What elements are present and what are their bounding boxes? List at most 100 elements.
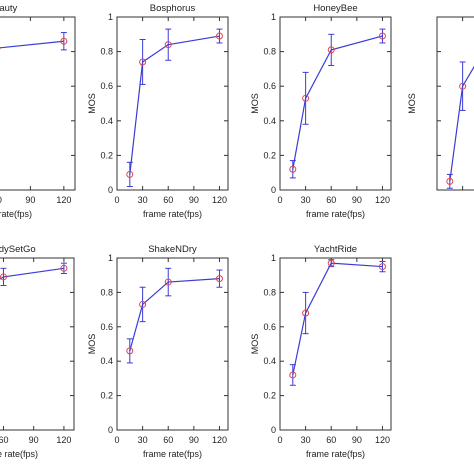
data-point bbox=[459, 82, 467, 90]
y-tick-label: 0.4 bbox=[263, 116, 276, 126]
y-tick-label: 0.6 bbox=[100, 322, 113, 332]
x-tick-label: 120 bbox=[212, 435, 227, 445]
y-tick-label: 0.2 bbox=[100, 391, 113, 401]
x-tick-label: 30 bbox=[138, 195, 148, 205]
axes-frame bbox=[436, 16, 474, 191]
series-line bbox=[292, 35, 383, 170]
x-tick-label: 60 bbox=[0, 195, 2, 205]
x-tick-label: 60 bbox=[0, 435, 8, 445]
y-tick-label: 0 bbox=[271, 185, 276, 195]
x-tick-label: 90 bbox=[352, 435, 362, 445]
x-tick-label: 30 bbox=[138, 435, 148, 445]
y-tick-label: 0.4 bbox=[100, 116, 113, 126]
data-point bbox=[378, 263, 386, 271]
data-point bbox=[302, 94, 310, 102]
series-line bbox=[292, 262, 383, 376]
data-point bbox=[215, 32, 223, 40]
x-axis-label: frame rate(fps) bbox=[0, 449, 38, 459]
panel-title: Beauty bbox=[0, 3, 18, 14]
x-tick-label: 120 bbox=[212, 195, 227, 205]
x-tick-label: 90 bbox=[29, 435, 39, 445]
axes-frame bbox=[0, 16, 76, 191]
series-line bbox=[129, 35, 220, 175]
x-tick-label: 60 bbox=[326, 195, 336, 205]
axes-frame bbox=[0, 257, 75, 431]
y-tick-label: 0.8 bbox=[263, 47, 276, 57]
data-point bbox=[164, 41, 172, 49]
data-point bbox=[302, 309, 310, 317]
y-axis-label: MOS bbox=[87, 334, 97, 355]
data-point bbox=[289, 165, 297, 173]
y-tick-label: 1 bbox=[108, 12, 113, 22]
y-tick-label: 0.8 bbox=[100, 287, 113, 297]
x-tick-label: 30 bbox=[301, 435, 311, 445]
y-axis-label: MOS bbox=[407, 93, 417, 114]
data-point bbox=[289, 371, 297, 379]
x-tick-label: 0 bbox=[277, 435, 282, 445]
panel-title: YachtRide bbox=[314, 244, 357, 255]
y-tick-label: 0.6 bbox=[263, 81, 276, 91]
data-point bbox=[327, 259, 335, 267]
x-tick-label: 90 bbox=[352, 195, 362, 205]
panel-title: ShakeNDry bbox=[148, 244, 197, 255]
x-axis-label: frame rate(fps) bbox=[143, 209, 202, 219]
y-tick-label: 0.8 bbox=[100, 47, 113, 57]
chart-panel: 0 30 60 90 120 0 0.2 0.4 0.6 0.8 1 Bosphorus frame r… bbox=[87, 3, 229, 219]
panel-title: ReadySetGo bbox=[0, 244, 36, 255]
y-tick-label: 0.2 bbox=[263, 150, 276, 160]
x-tick-label: 120 bbox=[375, 195, 390, 205]
data-point bbox=[327, 46, 335, 54]
series-line bbox=[129, 278, 220, 352]
x-tick-label: 0 bbox=[277, 195, 282, 205]
axes-frame bbox=[279, 257, 392, 431]
series-line bbox=[0, 267, 65, 280]
x-axis-label: frame rate(fps) bbox=[306, 209, 365, 219]
chart-panel: 0 30 60 90 120 0 0.2 0.4 0.6 0.8 1 HoneyBee frame ra… bbox=[250, 3, 392, 219]
x-tick-label: 0 bbox=[114, 435, 119, 445]
x-tick-label: 90 bbox=[189, 195, 199, 205]
y-tick-label: 0.2 bbox=[263, 391, 276, 401]
x-axis-label: frame rate(fps) bbox=[0, 209, 32, 219]
y-tick-label: 0.4 bbox=[100, 356, 113, 366]
x-tick-label: 120 bbox=[56, 435, 71, 445]
x-tick-label: 120 bbox=[375, 435, 390, 445]
x-tick-label: 60 bbox=[163, 435, 173, 445]
data-point bbox=[164, 278, 172, 286]
y-axis-label: MOS bbox=[250, 93, 260, 114]
y-axis-label: MOS bbox=[87, 93, 97, 114]
chart-panel: 0 30 60 90 120 0 0.2 0.4 0.6 0.8 1 ShakeNDry frame r… bbox=[87, 244, 229, 459]
data-point bbox=[139, 300, 147, 308]
data-point bbox=[215, 275, 223, 283]
y-tick-label: 0.8 bbox=[263, 287, 276, 297]
data-point bbox=[126, 347, 134, 355]
x-tick-label: 90 bbox=[189, 435, 199, 445]
axes-frame bbox=[116, 16, 229, 191]
series-line bbox=[0, 40, 64, 49]
axes-frame bbox=[116, 257, 229, 431]
data-point bbox=[126, 170, 134, 178]
x-tick-label: 90 bbox=[25, 195, 35, 205]
series-line bbox=[449, 65, 474, 182]
panel-title: HoneyBee bbox=[313, 3, 357, 14]
y-axis-label: MOS bbox=[250, 334, 260, 355]
y-tick-label: 0.6 bbox=[100, 81, 113, 91]
y-tick-label: 0 bbox=[271, 425, 276, 435]
x-axis-label: frame rate(fps) bbox=[143, 449, 202, 459]
data-point bbox=[0, 273, 7, 281]
x-tick-label: 60 bbox=[163, 195, 173, 205]
axes-frame bbox=[279, 16, 392, 191]
chart-panel: 030609012000.20.40.60.81ReadySetGoframe … bbox=[0, 244, 75, 459]
y-tick-label: 0 bbox=[108, 185, 113, 195]
chart-panel: 0 30 60 90 120 0 0.2 0.4 0.6 0.8 1 YachtRide frame r… bbox=[250, 244, 392, 459]
y-tick-label: 1 bbox=[108, 253, 113, 263]
x-tick-label: 30 bbox=[301, 195, 311, 205]
x-tick-label: 60 bbox=[326, 435, 336, 445]
x-tick-label: 0 bbox=[114, 195, 119, 205]
chart-panel: MOS bbox=[407, 16, 474, 191]
y-tick-label: 0.4 bbox=[263, 356, 276, 366]
y-tick-label: 0 bbox=[108, 425, 113, 435]
x-axis-label: frame rate(fps) bbox=[306, 449, 365, 459]
data-point bbox=[378, 32, 386, 40]
